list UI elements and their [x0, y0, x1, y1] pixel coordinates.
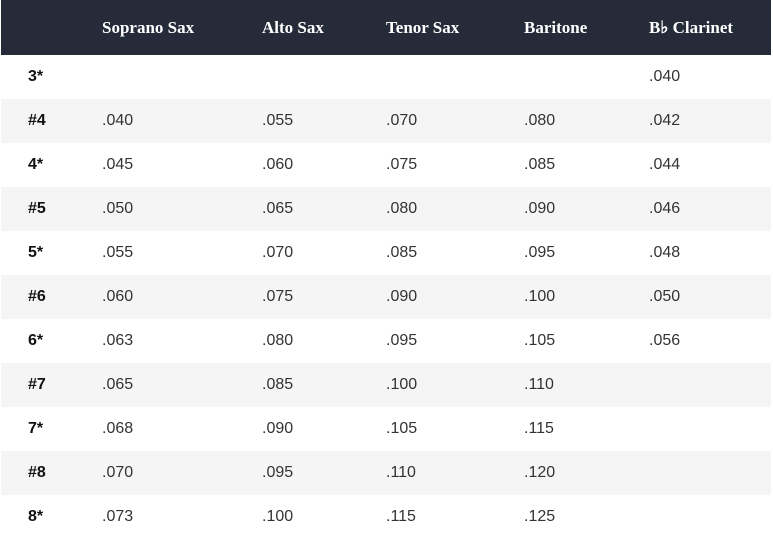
table-cell: .045 [102, 156, 134, 173]
table-cell: .110 [524, 376, 554, 393]
table-row: 7* .068 .090 .105 .115 [1, 407, 771, 451]
table-cell [649, 495, 771, 539]
table-cell: .065 [262, 200, 294, 217]
table-cell: .068 [102, 420, 134, 437]
reed-strength-table: Soprano Sax Alto Sax Tenor Sax Baritone B♭ C… [1, 0, 771, 539]
table-cell [649, 451, 771, 495]
table-cell: .115 [524, 420, 554, 437]
table-row: 8* .073 .100 .115 .125 [1, 495, 771, 539]
table-body: 3* .040 #4 .040 .055 .070 .080 .042 4* .045 .060 .0… [1, 55, 771, 539]
table-cell [102, 55, 262, 99]
table-header: Soprano Sax Alto Sax Tenor Sax Baritone B♭ C… [1, 0, 771, 55]
table-cell: .040 [649, 68, 681, 85]
table-cell: .046 [649, 200, 681, 217]
table-row: #5 .050 .065 .080 .090 .046 [1, 187, 771, 231]
row-label: #4 [28, 112, 46, 129]
table-cell [649, 407, 771, 451]
table-cell: .115 [386, 508, 416, 525]
row-label: 3* [28, 68, 44, 85]
table-cell: .090 [386, 288, 418, 305]
column-header [1, 0, 102, 55]
table-cell: .100 [262, 508, 294, 525]
table-cell: .070 [262, 244, 294, 261]
table-cell: .080 [262, 332, 294, 349]
row-label: #8 [28, 464, 46, 481]
table-cell: .080 [524, 112, 556, 129]
table-cell: .075 [386, 156, 418, 173]
row-label: #7 [28, 376, 46, 393]
row-label: #6 [28, 288, 46, 305]
column-header: Alto Sax [262, 17, 324, 37]
table-cell: .095 [524, 244, 556, 261]
table-cell: .050 [102, 200, 134, 217]
table-cell: .070 [386, 112, 418, 129]
table-cell: .110 [386, 464, 416, 481]
table-cell: .070 [102, 464, 134, 481]
table-row: 3* .040 [1, 55, 771, 99]
column-header: B♭ Clarinet [649, 17, 734, 37]
table-cell: .100 [524, 288, 556, 305]
row-label: 6* [28, 332, 44, 349]
table-cell: .105 [524, 332, 556, 349]
row-label: 7* [28, 420, 44, 437]
table-cell: .048 [649, 244, 681, 261]
row-label: 8* [28, 508, 44, 525]
column-header: Soprano Sax [102, 17, 195, 37]
table-cell: .042 [649, 112, 681, 129]
table-cell: .090 [524, 200, 556, 217]
column-header: Baritone [524, 17, 588, 37]
table-cell: .056 [649, 332, 681, 349]
table-row: 4* .045 .060 .075 .085 .044 [1, 143, 771, 187]
table-cell: .095 [262, 464, 294, 481]
column-header: Tenor Sax [386, 17, 460, 37]
row-label: #5 [28, 200, 46, 217]
table-cell: .120 [524, 464, 556, 481]
table-cell: .085 [262, 376, 294, 393]
table-cell: .055 [262, 112, 294, 129]
table-cell: .060 [262, 156, 294, 173]
table-cell: .060 [102, 288, 134, 305]
table-cell: .050 [649, 288, 681, 305]
table-row: #8 .070 .095 .110 .120 [1, 451, 771, 495]
table-row: #6 .060 .075 .090 .100 .050 [1, 275, 771, 319]
table-cell: .085 [386, 244, 418, 261]
table-row: #4 .040 .055 .070 .080 .042 [1, 99, 771, 143]
table-cell: .085 [524, 156, 556, 173]
table-cell: .090 [262, 420, 294, 437]
table-cell: .073 [102, 508, 134, 525]
table-cell [649, 363, 771, 407]
table-cell: .075 [262, 288, 294, 305]
table-cell: .125 [524, 508, 556, 525]
table-cell: .080 [386, 200, 418, 217]
table-cell: .063 [102, 332, 134, 349]
table-cell: .095 [386, 332, 418, 349]
table-cell [524, 55, 649, 99]
table-row: 5* .055 .070 .085 .095 .048 [1, 231, 771, 275]
table-cell: .055 [102, 244, 134, 261]
table-cell: .065 [102, 376, 134, 393]
table-cell [386, 55, 524, 99]
table-cell: .040 [102, 112, 134, 129]
table-cell: .105 [386, 420, 418, 437]
table-row: 6* .063 .080 .095 .105 .056 [1, 319, 771, 363]
table-row: #7 .065 .085 .100 .110 [1, 363, 771, 407]
row-label: 4* [28, 156, 44, 173]
row-label: 5* [28, 244, 44, 261]
table-cell [262, 55, 386, 99]
table-cell: .044 [649, 156, 681, 173]
table-cell: .100 [386, 376, 418, 393]
